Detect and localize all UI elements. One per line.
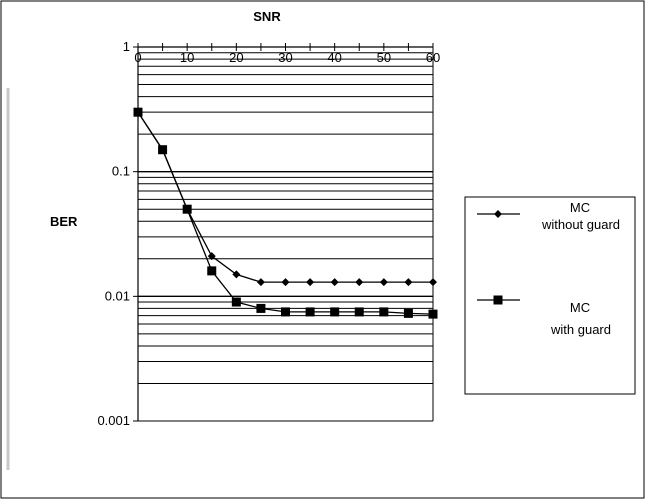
data-point <box>379 278 388 287</box>
y-tick-label: 0.01 <box>105 288 130 303</box>
data-point <box>207 252 216 261</box>
legend-marker <box>493 295 503 305</box>
data-point <box>158 145 168 155</box>
legend-item-2: MC with guard <box>477 295 611 337</box>
series-2 <box>133 107 438 319</box>
axes: 0 10 20 30 40 50 60 1 0.1 0.01 0.001 <box>97 39 440 428</box>
data-point <box>207 266 217 276</box>
legend-label: without guard <box>541 217 620 232</box>
x-tick-label: 40 <box>327 50 341 65</box>
x-axis-title: SNR <box>253 9 281 24</box>
data-point <box>256 278 265 287</box>
x-tick-label: 20 <box>229 50 243 65</box>
y-axis-title: BER <box>50 214 78 229</box>
data-point <box>355 278 364 287</box>
x-tick-label: 50 <box>377 50 391 65</box>
legend-label: with guard <box>550 322 611 337</box>
y-tick-label: 0.001 <box>97 413 130 428</box>
legend-label: MC <box>570 300 590 315</box>
legend: MC without guard MC with guard <box>464 196 636 395</box>
x-tick-label: 0 <box>134 50 141 65</box>
data-point <box>305 307 315 317</box>
legend-item-1: MC without guard <box>477 200 620 232</box>
legend-label: MC <box>570 200 590 215</box>
data-point <box>330 278 339 287</box>
series <box>133 107 438 319</box>
data-point <box>330 307 340 317</box>
data-point <box>354 307 364 317</box>
legend-box <box>464 196 636 395</box>
data-point <box>133 107 143 117</box>
data-point <box>404 278 413 287</box>
data-point <box>306 278 315 287</box>
data-point <box>182 204 192 214</box>
y-tick-label: 1 <box>123 39 130 54</box>
data-point <box>232 270 241 279</box>
data-point <box>281 307 290 317</box>
data-point <box>429 278 437 287</box>
data-point <box>428 309 438 319</box>
data-point <box>379 307 389 317</box>
data-point <box>281 278 290 287</box>
legend-marker <box>494 210 502 218</box>
x-tick-label: 60 <box>426 50 440 65</box>
x-tick-label: 10 <box>180 50 194 65</box>
data-point <box>231 297 241 307</box>
y-tick-label: 0.1 <box>112 164 130 179</box>
x-tick-label: 30 <box>278 50 292 65</box>
data-point <box>403 308 413 318</box>
data-point <box>256 303 266 313</box>
